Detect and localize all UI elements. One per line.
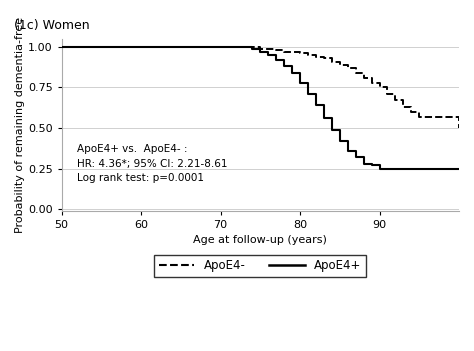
Text: Log rank test: p=0.0001: Log rank test: p=0.0001 xyxy=(77,173,204,183)
Text: HR: 4.36*; 95% CI: 2.21-8.61: HR: 4.36*; 95% CI: 2.21-8.61 xyxy=(77,159,228,169)
Text: (1c) Women: (1c) Women xyxy=(14,19,90,32)
Text: ApoE4+ vs.  ApoE4- :: ApoE4+ vs. ApoE4- : xyxy=(77,144,188,154)
X-axis label: Age at follow-up (years): Age at follow-up (years) xyxy=(193,236,327,245)
Legend: ApoE4-, ApoE4+: ApoE4-, ApoE4+ xyxy=(154,255,366,277)
Y-axis label: Probability of remaining dementia-free: Probability of remaining dementia-free xyxy=(15,17,25,233)
